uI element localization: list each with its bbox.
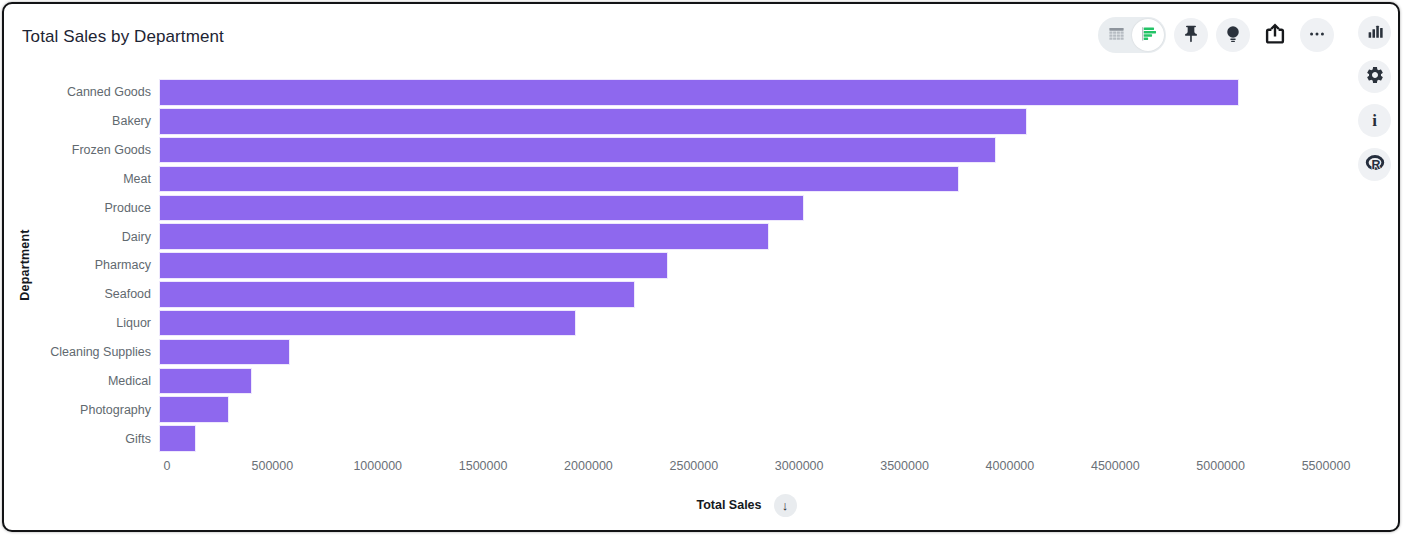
chart-row: Seafood [20,280,1326,309]
chart-row: Bakery [20,107,1326,136]
page-title: Total Sales by Department [22,27,224,47]
x-tick-label: 4500000 [1091,459,1140,473]
bar-frozen-goods[interactable] [159,137,996,164]
category-label: Cleaning Supplies [20,345,159,359]
category-label: Gifts [20,432,159,446]
category-label: Frozen Goods [20,143,159,157]
x-tick-label: 0 [164,459,171,473]
share-button[interactable] [1258,18,1292,52]
x-tick-label: 1000000 [353,459,402,473]
bar-track [159,222,1318,251]
category-label: Meat [20,172,159,186]
bar-track [159,338,1318,367]
bar-dairy[interactable] [159,223,769,250]
table-view-button[interactable] [1100,19,1132,51]
pushpin-icon [1181,24,1201,47]
chart-row: Frozen Goods [20,136,1326,165]
bar-track [159,251,1318,280]
bar-track [159,395,1318,424]
bar-meat[interactable] [159,166,959,193]
side-rail: i R [1358,16,1391,181]
settings-button[interactable] [1358,60,1391,93]
chart-row: Medical [20,366,1326,395]
bar-photography[interactable] [159,396,229,423]
r-language-button[interactable]: R [1358,148,1391,181]
chart-row: Pharmacy [20,251,1326,280]
bar-track [159,424,1318,453]
chart-row: Gifts [20,424,1326,453]
info-button[interactable]: i [1358,104,1391,137]
gear-icon [1365,65,1385,88]
bar-gifts[interactable] [159,425,196,452]
hbar-chart-icon [1139,24,1158,46]
x-tick-label: 5500000 [1302,459,1351,473]
chart-row: Canned Goods [20,78,1326,107]
bar-chart: Canned Goods Bakery Frozen Goods Meat Produc… [20,78,1326,453]
chart-options-button[interactable] [1358,16,1391,49]
bar-track [159,366,1318,395]
category-label: Produce [20,201,159,215]
insights-button[interactable] [1216,18,1250,52]
toolbar [1098,17,1334,53]
bar-track [159,309,1318,338]
category-label: Canned Goods [20,85,159,99]
category-label: Medical [20,374,159,388]
r-logo-icon: R [1364,152,1386,177]
category-label: Bakery [20,114,159,128]
ellipsis-icon [1307,24,1327,47]
chart-row: Dairy [20,222,1326,251]
chart-row: Liquor [20,309,1326,338]
x-tick-label: 1500000 [459,459,508,473]
category-label: Dairy [20,230,159,244]
bar-canned-goods[interactable] [159,79,1239,106]
sort-descending-button[interactable]: ↓ [774,494,797,517]
x-axis-title: Total Sales [696,498,761,512]
bar-track [159,193,1318,222]
bar-seafood[interactable] [159,281,635,308]
x-axis-title-row: Total Sales ↓ [167,493,1326,517]
svg-text:R: R [1371,158,1380,172]
bar-produce[interactable] [159,195,804,222]
bar-pharmacy[interactable] [159,252,668,279]
bar-bakery[interactable] [159,108,1027,135]
column-chart-icon [1366,22,1384,43]
bar-track [159,78,1318,107]
bar-track [159,165,1318,194]
chart-view-button[interactable] [1132,19,1164,51]
x-tick-label: 500000 [252,459,294,473]
pin-button[interactable] [1174,18,1208,52]
bar-track [159,280,1318,309]
chart-row: Cleaning Supplies [20,338,1326,367]
share-export-icon [1263,22,1287,49]
bar-medical[interactable] [159,368,252,395]
x-tick-label: 3000000 [775,459,824,473]
more-button[interactable] [1300,18,1334,52]
bar-cleaning-supplies[interactable] [159,339,290,366]
chart-row: Photography [20,395,1326,424]
x-tick-label: 4000000 [986,459,1035,473]
info-icon: i [1372,112,1377,129]
table-icon [1107,24,1126,46]
x-tick-label: 5000000 [1196,459,1245,473]
view-toggle [1098,17,1166,53]
bar-track [159,136,1318,165]
x-tick-label: 3500000 [880,459,929,473]
bar-liquor[interactable] [159,310,576,337]
chart-row: Meat [20,165,1326,194]
category-label: Seafood [20,287,159,301]
bar-track [159,107,1318,136]
x-tick-label: 2500000 [669,459,718,473]
lightbulb-icon [1223,24,1243,47]
category-label: Liquor [20,316,159,330]
x-tick-label: 2000000 [564,459,613,473]
category-label: Pharmacy [20,258,159,272]
category-label: Photography [20,403,159,417]
x-axis-ticks: 0 500000 1000000 1500000 2000000 2500000 30000… [167,459,1326,475]
widget-window: Total Sales by Department [2,2,1400,532]
chart-row: Produce [20,193,1326,222]
